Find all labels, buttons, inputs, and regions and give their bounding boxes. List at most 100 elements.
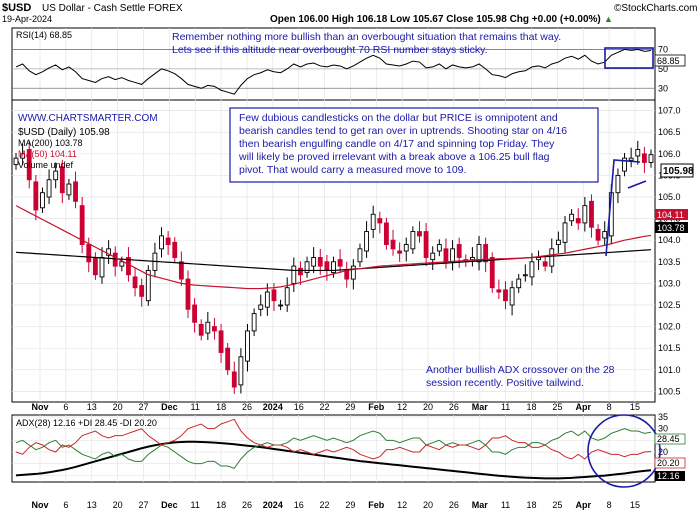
adx-last-tag: 12.16 <box>655 471 685 481</box>
candle <box>337 249 343 274</box>
adx-tick-label: 20 <box>658 447 668 457</box>
candle <box>79 197 85 254</box>
price-tick-label: 101.5 <box>658 343 681 353</box>
candle <box>595 224 601 246</box>
candle <box>476 235 482 271</box>
x-tick-label: Mar <box>472 402 489 412</box>
x-tick-label: Nov <box>31 500 48 510</box>
candle <box>522 264 528 282</box>
x-tick-label: Feb <box>368 500 385 510</box>
x-tick-label: 11 <box>501 402 510 412</box>
candle <box>132 268 138 297</box>
ohlc-readout: Open 106.00 High 106.18 Low 105.67 Close… <box>270 14 601 25</box>
price-layer <box>13 140 654 394</box>
candle <box>298 261 303 286</box>
rsi-tick-label: 70 <box>658 44 668 54</box>
candle <box>185 270 191 318</box>
svg-text:105.98: 105.98 <box>663 166 694 177</box>
symbol-name: US Dollar - Cash Settle FOREX <box>42 3 183 14</box>
x-tick-label: 12 <box>397 402 407 412</box>
bull-flag-lower-line <box>627 180 647 189</box>
candle <box>245 323 250 372</box>
candle <box>251 308 257 337</box>
x-tick-label: Mar <box>472 500 489 510</box>
price-tick-label: 101.0 <box>658 365 681 375</box>
candle <box>26 140 32 189</box>
candle <box>291 257 297 293</box>
x-tick-label: 29 <box>345 500 355 510</box>
price-annotation-box <box>229 107 599 183</box>
x-tick-label: 20 <box>113 402 123 412</box>
price-tick-label: 100.5 <box>658 386 681 396</box>
x-tick-label: 2024 <box>263 500 283 510</box>
candle <box>370 205 376 239</box>
rsi-layer <box>15 48 652 95</box>
x-tick-label: 27 <box>138 500 148 510</box>
x-tick-label: Apr <box>576 402 592 412</box>
candle <box>555 231 561 254</box>
candle <box>284 277 290 312</box>
x-tick-label: 26 <box>242 500 252 510</box>
candle <box>384 217 389 250</box>
x-tick-label: 6 <box>63 500 68 510</box>
candle <box>258 294 264 317</box>
price-tick-label: 102.0 <box>658 322 681 332</box>
candle <box>403 237 409 262</box>
x-tick-label: 20 <box>423 402 433 412</box>
candle <box>59 159 65 204</box>
candle <box>205 311 211 340</box>
candle <box>106 240 112 264</box>
candle <box>350 259 356 290</box>
adx-panel-frame <box>11 414 656 483</box>
price-tick-label: 106.5 <box>658 127 681 137</box>
adx-label: ADX(28) 12.16 +DI 28.45 -DI 20.20 <box>16 418 157 428</box>
x-tick-label: 25 <box>552 500 562 510</box>
adx-tick-label: 30 <box>658 424 668 434</box>
candle <box>20 143 26 166</box>
rsi-highlight-box <box>604 47 654 69</box>
price-last-tag: 105.98 <box>660 163 694 178</box>
svg-text:28.45: 28.45 <box>657 434 680 444</box>
x-tick-label: Dec <box>161 500 178 510</box>
adx-tick-label: 35 <box>658 412 668 422</box>
x-tick-label: 15 <box>630 500 640 510</box>
adx-annotation-line-1: Another bullish ADX crossover on the 28 <box>426 364 615 376</box>
svg-text:103.78: 103.78 <box>657 223 685 233</box>
candle <box>615 168 621 204</box>
candle <box>40 187 45 213</box>
candle <box>628 147 634 168</box>
candle <box>483 237 489 273</box>
x-tick-label: 18 <box>216 402 226 412</box>
chart-date: 19-Apr-2024 <box>2 14 52 24</box>
candle <box>602 221 608 245</box>
x-tick-label: 15 <box>630 402 640 412</box>
ma200-line <box>15 249 652 272</box>
candle <box>212 317 217 340</box>
x-tick-label: 8 <box>607 500 612 510</box>
chart-header: $USD US Dollar - Cash Settle FOREX 19-Ap… <box>2 2 698 25</box>
x-tick-label: 22 <box>320 500 330 510</box>
candle <box>73 171 78 209</box>
candle <box>503 281 508 310</box>
adx-annotation-line-2: session recently. Positive tailwind. <box>426 377 584 389</box>
candle <box>410 226 416 255</box>
x-tick-label: 13 <box>87 402 97 412</box>
minus-di-line <box>15 418 652 460</box>
x-tick-label: 29 <box>345 402 355 412</box>
x-tick-label: 27 <box>138 402 148 412</box>
candle <box>648 149 654 168</box>
candle <box>635 140 641 165</box>
candle <box>569 209 575 226</box>
candle <box>165 231 171 255</box>
x-tick-label: 20 <box>113 500 123 510</box>
ma50-line <box>15 205 652 290</box>
adx-layer <box>15 418 652 480</box>
candle <box>112 246 118 277</box>
price-tick-label: 105.0 <box>658 192 681 202</box>
rsi-tick-label: 30 <box>658 83 668 93</box>
x-tick-label: Dec <box>161 402 178 412</box>
candle <box>178 251 184 286</box>
price-annotation-line-1: Few dubious candlesticks on the dollar b… <box>239 112 558 124</box>
price-tick-label: 106.0 <box>658 149 681 159</box>
